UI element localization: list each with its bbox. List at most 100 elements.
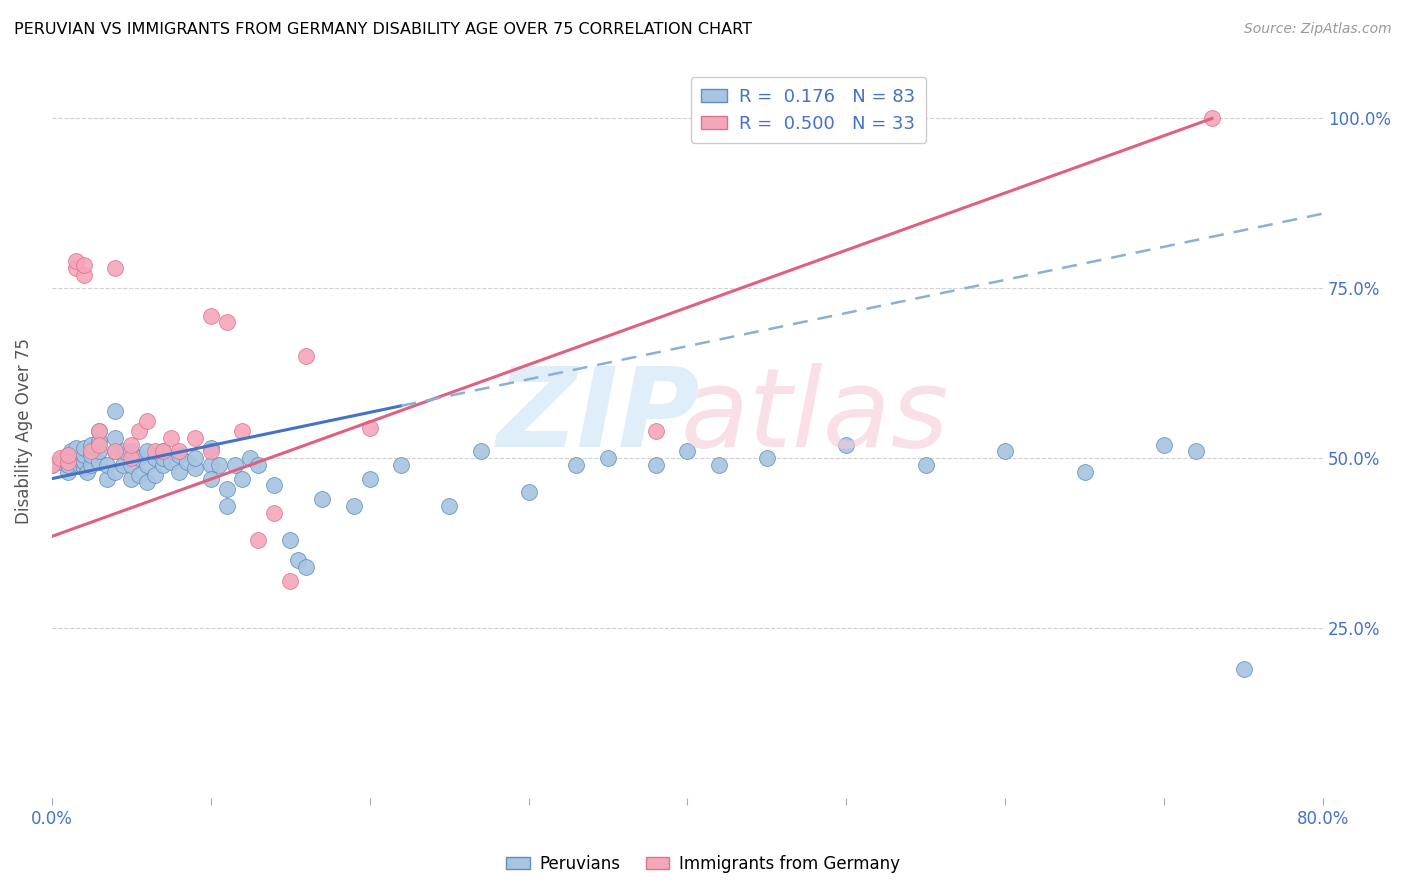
Point xyxy=(215,315,238,329)
Point xyxy=(120,458,142,472)
Point xyxy=(143,444,166,458)
Point xyxy=(128,424,150,438)
Point xyxy=(167,444,190,458)
Point xyxy=(1074,465,1097,479)
Point xyxy=(644,458,666,472)
Point xyxy=(215,499,238,513)
Point xyxy=(89,424,111,438)
Point xyxy=(89,434,111,449)
Point xyxy=(72,258,94,272)
Point xyxy=(120,438,142,452)
Point xyxy=(48,455,70,469)
Point xyxy=(1201,112,1223,126)
Text: PERUVIAN VS IMMIGRANTS FROM GERMANY DISABILITY AGE OVER 75 CORRELATION CHART: PERUVIAN VS IMMIGRANTS FROM GERMANY DISA… xyxy=(14,22,752,37)
Point xyxy=(200,309,222,323)
Point xyxy=(596,451,619,466)
Point xyxy=(56,465,79,479)
Text: Source: ZipAtlas.com: Source: ZipAtlas.com xyxy=(1244,22,1392,37)
Point xyxy=(231,472,253,486)
Point xyxy=(152,444,174,458)
Point xyxy=(160,455,183,469)
Point xyxy=(278,533,301,547)
Point xyxy=(112,444,135,458)
Point xyxy=(136,444,159,458)
Point xyxy=(152,444,174,458)
Point xyxy=(56,448,79,462)
Point xyxy=(143,451,166,466)
Point xyxy=(437,499,460,513)
Point xyxy=(755,451,778,466)
Point xyxy=(200,444,222,458)
Point xyxy=(994,444,1017,458)
Point xyxy=(200,458,222,472)
Point xyxy=(215,482,238,496)
Y-axis label: Disability Age Over 75: Disability Age Over 75 xyxy=(15,338,32,524)
Point xyxy=(76,465,98,479)
Point xyxy=(56,458,79,472)
Point xyxy=(167,465,190,479)
Point xyxy=(1185,444,1208,458)
Point xyxy=(80,448,103,462)
Point xyxy=(224,458,246,472)
Text: atlas: atlas xyxy=(681,363,949,470)
Point xyxy=(207,458,229,472)
Point xyxy=(184,431,207,445)
Point xyxy=(96,458,118,472)
Point xyxy=(89,438,111,452)
Point xyxy=(152,451,174,466)
Point xyxy=(470,444,492,458)
Point xyxy=(152,458,174,472)
Point xyxy=(104,260,127,275)
Point xyxy=(231,424,253,438)
Point xyxy=(104,444,127,458)
Point xyxy=(65,441,87,455)
Text: ZIP: ZIP xyxy=(496,363,700,470)
Point xyxy=(1233,662,1256,676)
Point xyxy=(239,451,262,466)
Point xyxy=(136,414,159,428)
Point xyxy=(56,455,79,469)
Point xyxy=(200,441,222,455)
Legend: Peruvians, Immigrants from Germany: Peruvians, Immigrants from Germany xyxy=(499,848,907,880)
Point xyxy=(80,458,103,472)
Point xyxy=(247,458,270,472)
Point xyxy=(160,431,183,445)
Point xyxy=(200,472,222,486)
Point xyxy=(389,458,412,472)
Point xyxy=(72,461,94,475)
Point xyxy=(65,451,87,466)
Point xyxy=(112,458,135,472)
Point xyxy=(104,403,127,417)
Point xyxy=(184,451,207,466)
Point xyxy=(89,444,111,458)
Legend: R =  0.176   N = 83, R =  0.500   N = 33: R = 0.176 N = 83, R = 0.500 N = 33 xyxy=(690,77,927,144)
Point xyxy=(104,465,127,479)
Point xyxy=(295,349,318,363)
Point xyxy=(72,441,94,455)
Point xyxy=(676,444,699,458)
Point xyxy=(278,574,301,588)
Point xyxy=(96,472,118,486)
Point xyxy=(247,533,270,547)
Point xyxy=(517,485,540,500)
Point xyxy=(69,458,91,472)
Point xyxy=(72,448,94,462)
Point xyxy=(89,455,111,469)
Point xyxy=(167,448,190,462)
Point xyxy=(136,458,159,472)
Point xyxy=(835,438,858,452)
Point xyxy=(709,458,731,472)
Point xyxy=(176,455,198,469)
Point xyxy=(56,448,79,462)
Point xyxy=(104,444,127,458)
Point xyxy=(41,458,63,472)
Point xyxy=(128,468,150,483)
Point xyxy=(287,553,309,567)
Point xyxy=(80,444,103,458)
Point xyxy=(120,451,142,466)
Point xyxy=(295,560,318,574)
Point xyxy=(48,451,70,466)
Point xyxy=(120,444,142,458)
Point xyxy=(143,468,166,483)
Point xyxy=(1153,438,1175,452)
